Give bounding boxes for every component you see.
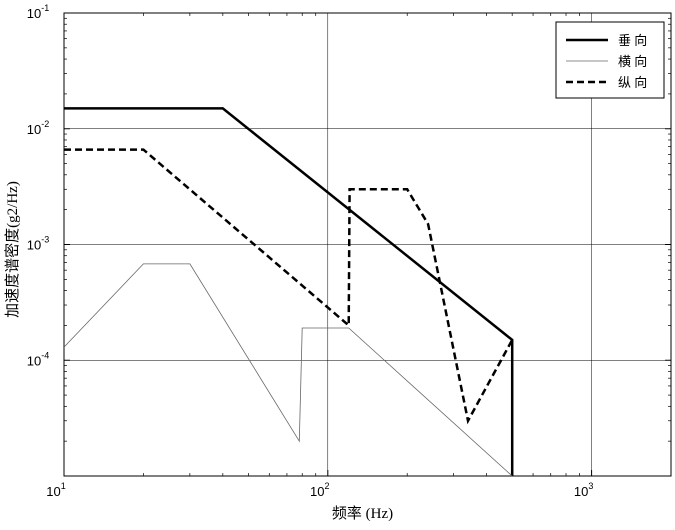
legend-label-2: 横 向 xyxy=(618,54,647,69)
y-axis-title: 加速度谱密度(g2/Hz) xyxy=(4,181,21,318)
x-tick-label-base: 10 xyxy=(46,484,60,499)
y-tick-label: 10-1 xyxy=(27,3,49,21)
legend-label-3: 纵 向 xyxy=(618,75,647,90)
legend-box xyxy=(555,21,665,99)
series-line-2 xyxy=(63,263,513,477)
x-tick-label-exponent: 2 xyxy=(325,481,330,491)
x-tick-label: 101 xyxy=(46,481,65,499)
series-line-1 xyxy=(64,107,514,476)
x-axis-title: 频率 (Hz) xyxy=(332,505,393,522)
y-tick-label-exponent: -4 xyxy=(41,350,49,360)
x-tick-label: 103 xyxy=(574,481,593,499)
x-tick-label-exponent: 3 xyxy=(588,481,593,491)
y-tick-label: 10-2 xyxy=(27,119,49,137)
x-tick-label-base: 10 xyxy=(574,484,588,499)
legend: 垂 向横 向纵 向 xyxy=(555,21,665,99)
y-tick-label-exponent: -3 xyxy=(41,235,49,245)
series-line-3 xyxy=(64,148,514,425)
y-tick-label-base: 10 xyxy=(27,6,41,21)
y-tick-label: 10-4 xyxy=(27,350,49,368)
y-tick-label-base: 10 xyxy=(27,353,41,368)
x-tick-label: 102 xyxy=(310,481,329,499)
x-tick-label-exponent: 1 xyxy=(61,481,66,491)
series-lines xyxy=(63,107,514,477)
legend-label-1: 垂 向 xyxy=(618,33,647,48)
y-tick-label: 10-3 xyxy=(27,235,49,253)
y-tick-label-base: 10 xyxy=(27,122,41,137)
y-tick-label-exponent: -1 xyxy=(41,3,49,13)
y-tick-label-base: 10 xyxy=(27,238,41,253)
y-tick-label-exponent: -2 xyxy=(41,119,49,129)
x-tick-label-base: 10 xyxy=(310,484,324,499)
